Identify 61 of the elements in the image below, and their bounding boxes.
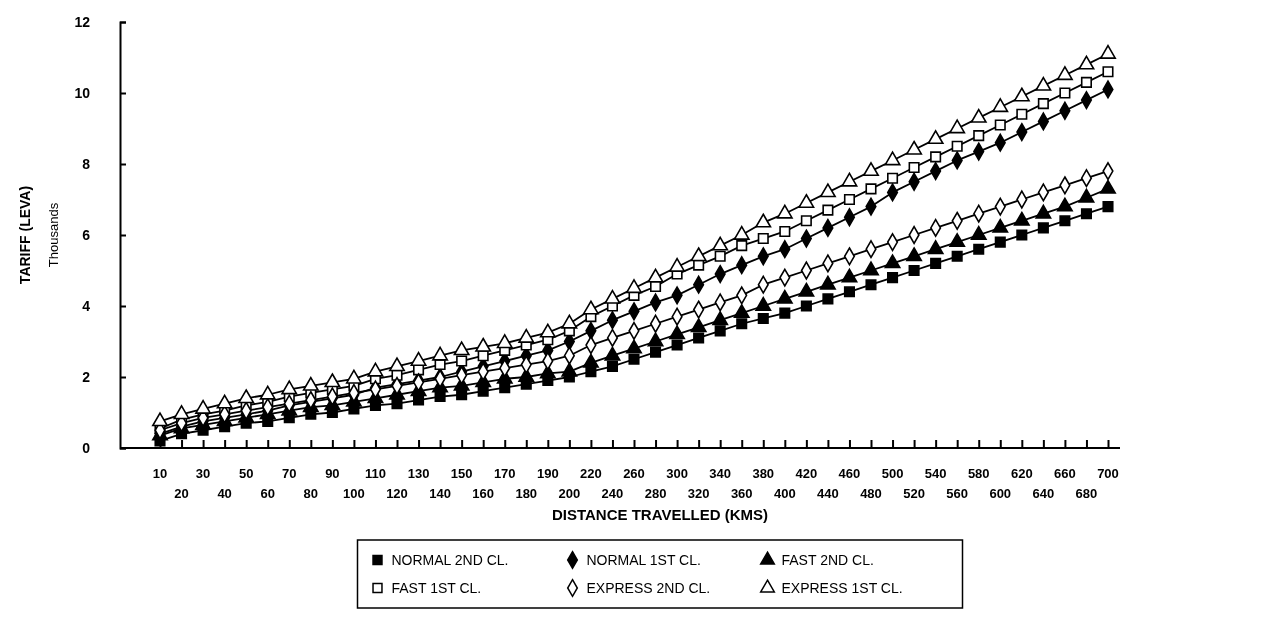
x-tick-label: 160 <box>472 486 495 501</box>
x-tick-label: 320 <box>687 486 710 501</box>
legend-label: EXPRESS 1ST CL. <box>781 580 903 596</box>
x-tick-label: 100 <box>343 486 365 501</box>
y-axis-title: TARIFF (LEVA) <box>17 185 33 285</box>
x-tick-label: 600 <box>989 486 1012 501</box>
x-tick-label: 680 <box>1075 486 1098 501</box>
x-tick-label: 340 <box>709 466 732 481</box>
x-tick-label: 440 <box>817 486 839 501</box>
y-tick-label: 12 <box>74 13 91 30</box>
x-tick-label: 10 <box>152 466 168 481</box>
x-tick-label: 420 <box>795 466 818 481</box>
x-tick-label: 20 <box>174 486 189 501</box>
x-tick-label: 130 <box>407 466 430 481</box>
x-tick-label: 480 <box>860 486 882 501</box>
x-tick-label: 150 <box>450 466 473 481</box>
x-tick-label: 70 <box>282 466 297 481</box>
x-tick-label: 80 <box>303 486 319 501</box>
legend-label: FAST 2ND CL. <box>781 552 874 568</box>
x-tick-label: 300 <box>666 466 688 481</box>
x-tick-label: 400 <box>773 486 796 501</box>
x-tick-label: 220 <box>580 466 602 481</box>
y-tick-label: 0 <box>82 439 91 456</box>
legend-label: FAST 1ST CL. <box>391 580 482 596</box>
x-tick-label: 120 <box>386 486 408 501</box>
x-tick-label: 380 <box>752 466 775 481</box>
x-tick-label: 90 <box>325 466 340 481</box>
x-tick-label: 240 <box>601 486 624 501</box>
x-tick-label: 110 <box>364 466 386 481</box>
x-tick-label: 580 <box>967 466 990 481</box>
x-tick-label: 280 <box>644 486 667 501</box>
y-tick-label: 4 <box>82 297 91 314</box>
x-tick-label: 500 <box>881 466 904 481</box>
x-tick-label: 40 <box>217 486 232 501</box>
legend-label: NORMAL 1ST CL. <box>586 552 701 568</box>
x-tick-label: 360 <box>730 486 753 501</box>
x-tick-label: 620 <box>1010 466 1033 481</box>
x-tick-label: 140 <box>429 486 451 501</box>
x-tick-label: 60 <box>260 486 275 501</box>
x-tick-label: 660 <box>1054 466 1076 481</box>
x-tick-label: 170 <box>493 466 516 481</box>
x-tick-label: 30 <box>195 466 211 481</box>
x-axis-title: DISTANCE TRAVELLED (KMS) <box>551 506 769 523</box>
y-tick-label: 10 <box>74 84 91 101</box>
legend-label: NORMAL 2ND CL. <box>391 552 509 568</box>
x-tick-label: 200 <box>558 486 581 501</box>
x-tick-label: 640 <box>1032 486 1055 501</box>
x-tick-label: 700 <box>1097 466 1119 481</box>
x-tick-label: 520 <box>903 486 925 501</box>
y-tick-label: 8 <box>82 155 91 172</box>
x-tick-label: 180 <box>515 486 538 501</box>
y-tick-label: 6 <box>82 226 91 243</box>
text: Thousands <box>46 202 61 268</box>
x-tick-label: 260 <box>623 466 645 481</box>
legend-label: EXPRESS 2ND CL. <box>586 580 711 596</box>
x-tick-label: 560 <box>946 486 969 501</box>
x-tick-label: 50 <box>238 466 254 481</box>
x-tick-label: 190 <box>536 466 559 481</box>
x-tick-label: 540 <box>924 466 947 481</box>
y-tick-label: 2 <box>82 368 91 385</box>
x-tick-label: 460 <box>838 466 861 481</box>
